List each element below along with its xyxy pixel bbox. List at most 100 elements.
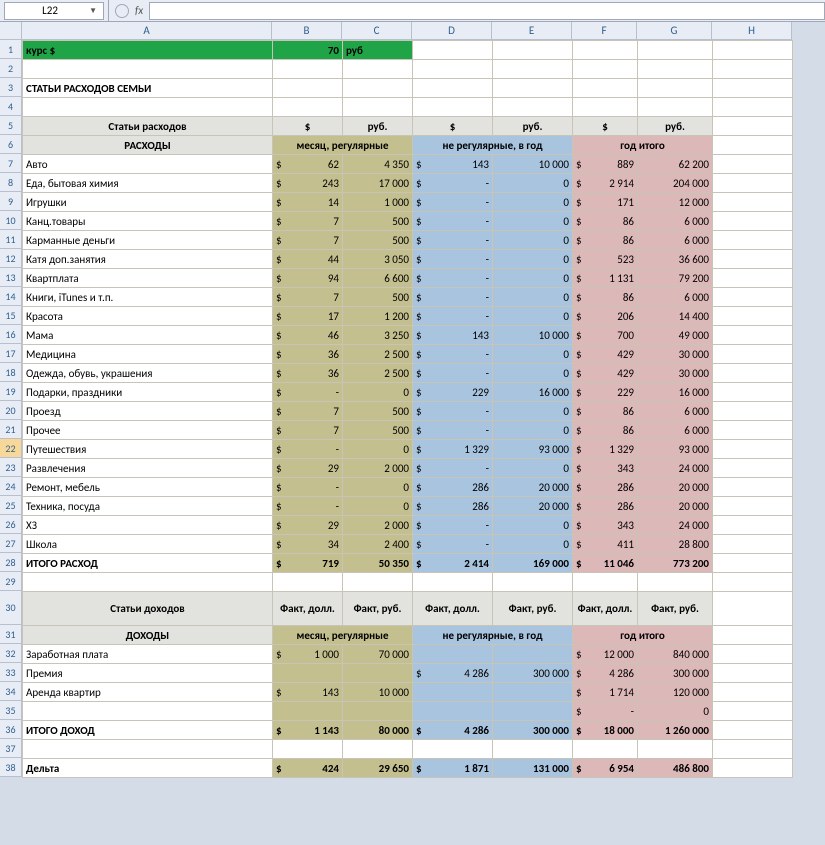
cell[interactable]: 0 <box>493 345 573 364</box>
cell[interactable]: 1 200 <box>343 307 413 326</box>
cell[interactable] <box>713 117 793 136</box>
cell[interactable]: РАСХОДЫ <box>23 136 273 155</box>
cell[interactable] <box>713 231 793 250</box>
cell[interactable] <box>713 478 793 497</box>
cell[interactable]: $229 <box>413 383 493 402</box>
row-header[interactable]: 17 <box>0 344 22 363</box>
row-header[interactable]: 16 <box>0 325 22 344</box>
cell[interactable]: ХЗ <box>23 516 273 535</box>
row-header[interactable]: 12 <box>0 249 22 268</box>
cell[interactable]: СТАТЬИ РАСХОДОВ СЕМЬИ <box>23 79 273 98</box>
cell[interactable]: 0 <box>493 193 573 212</box>
cell[interactable]: 0 <box>493 212 573 231</box>
cell[interactable]: 70 <box>273 41 343 60</box>
cell[interactable]: 0 <box>493 402 573 421</box>
cell[interactable]: 0 <box>493 307 573 326</box>
cell[interactable]: $719 <box>273 554 343 573</box>
cell[interactable]: курс $ <box>23 41 273 60</box>
cell[interactable]: руб. <box>343 117 413 136</box>
cell[interactable] <box>713 98 793 117</box>
cell[interactable]: 17 000 <box>343 174 413 193</box>
cell[interactable] <box>413 702 493 721</box>
cell[interactable] <box>273 60 343 79</box>
cell[interactable]: 204 000 <box>638 174 713 193</box>
cell[interactable] <box>638 41 713 60</box>
cell[interactable] <box>573 740 638 759</box>
cell[interactable]: Развлечения <box>23 459 273 478</box>
cell[interactable]: 0 <box>493 174 573 193</box>
cell[interactable]: $2 914 <box>573 174 638 193</box>
cell[interactable]: $- <box>413 345 493 364</box>
insert-fn-icon[interactable] <box>115 4 129 18</box>
cell[interactable]: 4 350 <box>343 155 413 174</box>
cell[interactable]: 840 000 <box>638 645 713 664</box>
cell[interactable]: $411 <box>573 535 638 554</box>
cell[interactable]: $86 <box>573 402 638 421</box>
formula-input[interactable] <box>149 2 825 20</box>
cell[interactable]: 30 000 <box>638 345 713 364</box>
cell[interactable]: Проезд <box>23 402 273 421</box>
column-header[interactable]: C <box>342 22 412 40</box>
cell[interactable]: 93 000 <box>493 440 573 459</box>
cell[interactable]: 24 000 <box>638 459 713 478</box>
cell[interactable]: $286 <box>413 478 493 497</box>
cell[interactable] <box>573 41 638 60</box>
cell[interactable]: $1 329 <box>413 440 493 459</box>
cell[interactable]: $62 <box>273 155 343 174</box>
cell[interactable] <box>23 702 273 721</box>
cell[interactable]: 29 650 <box>343 759 413 778</box>
cell[interactable]: 20 000 <box>638 478 713 497</box>
cell[interactable] <box>713 193 793 212</box>
cell[interactable]: 14 400 <box>638 307 713 326</box>
cell[interactable]: 500 <box>343 288 413 307</box>
cell[interactable] <box>713 60 793 79</box>
cell[interactable]: Техника, посуда <box>23 497 273 516</box>
cell[interactable]: 500 <box>343 231 413 250</box>
cell[interactable]: $- <box>413 193 493 212</box>
cell[interactable] <box>713 721 793 740</box>
row-header[interactable]: 7 <box>0 154 22 173</box>
cell[interactable]: Заработная плата <box>23 645 273 664</box>
cell[interactable]: Катя доп.занятия <box>23 250 273 269</box>
cell[interactable]: Прочее <box>23 421 273 440</box>
cell[interactable]: $17 <box>273 307 343 326</box>
row-header[interactable]: 35 <box>0 701 22 720</box>
cell[interactable]: $1 143 <box>273 721 343 740</box>
cell[interactable] <box>413 573 493 592</box>
row-header[interactable]: 34 <box>0 682 22 701</box>
cell[interactable]: $286 <box>413 497 493 516</box>
cell[interactable] <box>713 307 793 326</box>
cell[interactable]: $- <box>413 307 493 326</box>
row-header[interactable]: 14 <box>0 287 22 306</box>
row-header[interactable]: 24 <box>0 477 22 496</box>
cell[interactable] <box>413 98 493 117</box>
cell[interactable] <box>343 79 413 98</box>
cell[interactable] <box>713 364 793 383</box>
cell[interactable]: $94 <box>273 269 343 288</box>
cell[interactable]: 49 000 <box>638 326 713 345</box>
cell[interactable]: Ремонт, мебель <box>23 478 273 497</box>
cell[interactable]: $- <box>413 402 493 421</box>
cell[interactable] <box>638 98 713 117</box>
cell[interactable] <box>713 269 793 288</box>
cell[interactable]: $29 <box>273 459 343 478</box>
cell[interactable] <box>713 402 793 421</box>
cell[interactable] <box>713 288 793 307</box>
cell[interactable]: $171 <box>573 193 638 212</box>
cell[interactable] <box>343 702 413 721</box>
cell[interactable]: $143 <box>413 326 493 345</box>
cell[interactable] <box>343 60 413 79</box>
cell[interactable]: руб. <box>493 117 573 136</box>
cell[interactable] <box>493 740 573 759</box>
cell[interactable]: $- <box>413 288 493 307</box>
cell[interactable] <box>273 573 343 592</box>
cell[interactable] <box>573 79 638 98</box>
cell[interactable]: 1 000 <box>343 193 413 212</box>
cell[interactable]: $- <box>413 364 493 383</box>
cell[interactable]: Путешествия <box>23 440 273 459</box>
cell[interactable]: $- <box>413 212 493 231</box>
cell[interactable] <box>713 497 793 516</box>
cell[interactable]: $4 286 <box>413 721 493 740</box>
cell[interactable]: Статьи расходов <box>23 117 273 136</box>
cell[interactable] <box>413 60 493 79</box>
